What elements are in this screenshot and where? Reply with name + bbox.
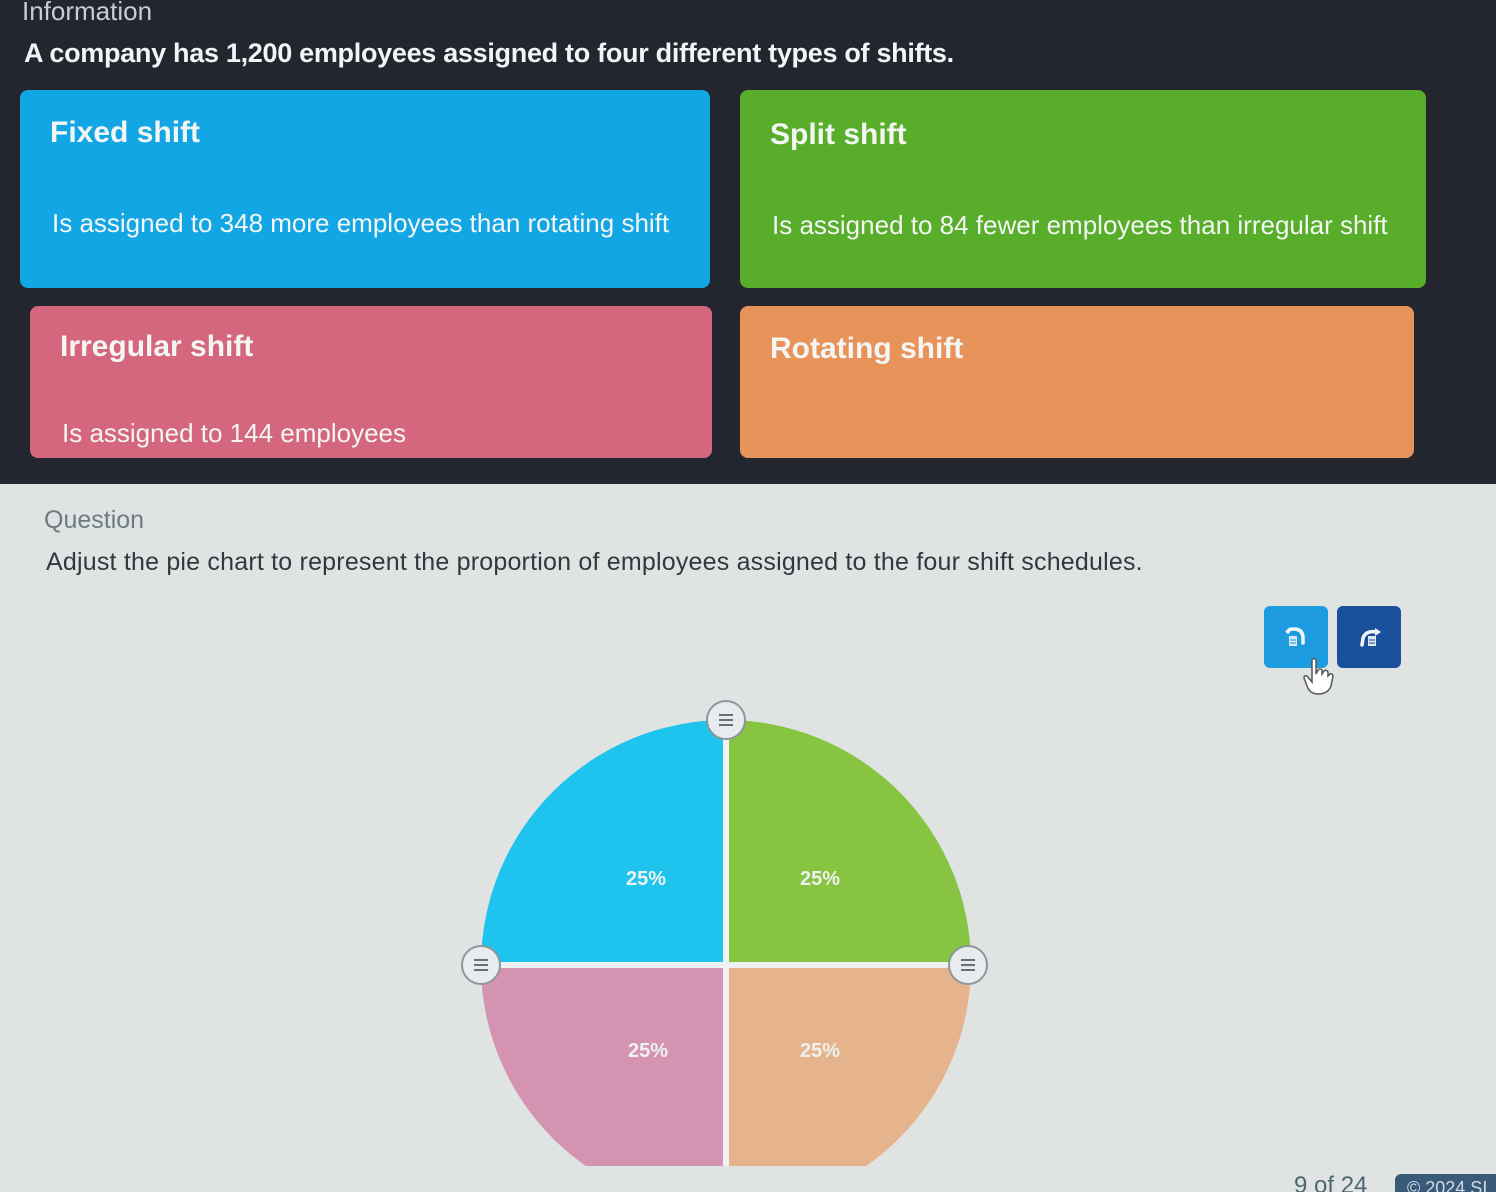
pie-chart-graphic	[481, 720, 971, 1166]
card-title: Irregular shift	[60, 330, 254, 363]
slice-split	[726, 720, 971, 965]
slice-label-fixed: 25%	[626, 868, 667, 890]
card-irregular-shift: Irregular shift Is assigned to 144 emplo…	[30, 306, 712, 458]
drag-handle-icon	[719, 714, 733, 726]
information-panel: Information A company has 1,200 employee…	[0, 0, 1496, 484]
pie-handle-left[interactable]	[461, 945, 501, 985]
card-description: Is assigned to 348 more employees than r…	[52, 208, 670, 238]
undo-icon	[1285, 627, 1305, 646]
copyright-badge: © 2024 SI	[1395, 1174, 1496, 1192]
card-fixed-shift: Fixed shift Is assigned to 348 more empl…	[20, 90, 710, 288]
redo-button[interactable]	[1337, 606, 1401, 668]
card-description: Is assigned to 144 employees	[62, 418, 406, 448]
question-text: Adjust the pie chart to represent the pr…	[46, 548, 1143, 576]
slice-label-rotating: 25%	[800, 1040, 841, 1062]
question-label: Question	[44, 506, 145, 534]
slice-rotating	[726, 965, 971, 1166]
information-heading: Information	[22, 0, 153, 26]
redo-icon	[1360, 628, 1381, 647]
card-title: Rotating shift	[770, 332, 964, 365]
pie-handle-right[interactable]	[948, 945, 988, 985]
card-description: Is assigned to 84 fewer employees than i…	[772, 210, 1388, 240]
information-intro: A company has 1,200 employees assigned t…	[24, 38, 954, 68]
page-indicator: 9 of 24	[1294, 1172, 1368, 1192]
card-rotating-shift: Rotating shift	[740, 306, 1414, 458]
slice-label-split: 25%	[800, 868, 841, 890]
card-title: Split shift	[770, 118, 907, 151]
hand-cursor-icon	[1303, 657, 1334, 695]
slice-irregular	[481, 965, 726, 1166]
drag-handle-icon	[474, 959, 488, 971]
pie-chart[interactable]: 25% 25% 25% 25%	[440, 690, 1000, 1190]
undo-button[interactable]	[1264, 606, 1328, 668]
slice-fixed	[481, 720, 726, 965]
card-title: Fixed shift	[50, 116, 201, 149]
pie-handle-top[interactable]	[706, 700, 746, 740]
drag-handle-icon	[961, 959, 975, 971]
slice-label-irregular: 25%	[628, 1040, 669, 1062]
card-split-shift: Split shift Is assigned to 84 fewer empl…	[740, 90, 1426, 288]
